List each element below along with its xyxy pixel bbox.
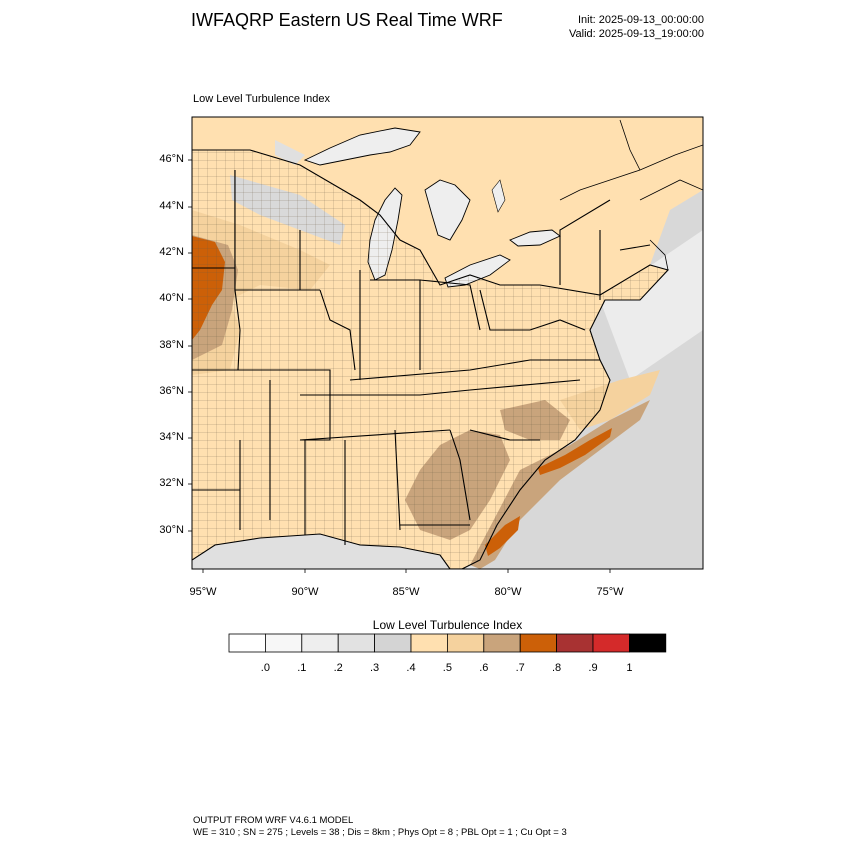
colorbar-box (556, 633, 594, 653)
colorbar-box (301, 633, 339, 653)
lat-label-34: 34°N (159, 431, 184, 443)
colorbar-box (374, 633, 412, 653)
colorbar-label: .5 (442, 662, 452, 674)
colorbar-label: .3 (370, 662, 380, 674)
lat-ticks (188, 159, 192, 532)
colorbar (228, 633, 667, 653)
lake-superior (303, 127, 421, 166)
lon-label-80: 80°W (494, 586, 522, 598)
lat-label-44: 44°N (159, 200, 184, 212)
gulf-water (192, 534, 450, 569)
lon-label-90: 90°W (291, 586, 319, 598)
lat-label-32: 32°N (159, 477, 184, 489)
county-boundaries (192, 150, 668, 569)
state-boundaries (192, 149, 670, 569)
colorbar-box (337, 633, 375, 653)
lat-label-46: 46°N (159, 153, 184, 165)
lon-label-75: 75°W (596, 586, 624, 598)
canada-boundaries (559, 119, 703, 271)
colorbar-label: .8 (552, 662, 562, 674)
colorbar-box (410, 633, 448, 653)
plot-title: Low Level Turbulence Index (193, 93, 330, 105)
colorbar-box (628, 633, 667, 653)
colorbar-box (519, 633, 558, 653)
figure-title: IWFAQRP Eastern US Real Time WRF (191, 10, 503, 30)
lake-huron (424, 179, 471, 241)
shade-gray-north (275, 140, 305, 165)
ocean-light (600, 230, 703, 380)
lat-label-36: 36°N (159, 385, 184, 397)
map-frame (191, 116, 704, 570)
shade-offshore-orange-north (538, 428, 612, 475)
shade-offshore-orange-south (485, 516, 520, 556)
lat-label-30: 30°N (159, 524, 184, 536)
model-footer: OUTPUT FROM WRF V4.6.1 MODEL WE = 310 ; … (193, 815, 567, 839)
colorbar-label: .9 (588, 662, 598, 674)
init-time: Init: 2025-09-13_00:00:00 (578, 14, 704, 26)
colorbar-box (446, 633, 485, 653)
colorbar-label: .6 (479, 662, 489, 674)
colorbar-label: .7 (515, 662, 525, 674)
lat-label-42: 42°N (159, 246, 184, 258)
colorbar-box (228, 633, 266, 653)
time-info: Init: 2025-09-13_00:00:00 Valid: 2025-09… (569, 13, 704, 41)
colorbar-label: 1 (626, 662, 633, 674)
colorbar-label: .2 (333, 662, 343, 674)
colorbar-box (592, 633, 630, 653)
valid-time: Valid: 2025-09-13_19:00:00 (569, 28, 704, 40)
lat-label-40: 40°N (159, 292, 184, 304)
colorbar-label: .4 (406, 662, 416, 674)
map-area (192, 117, 703, 569)
colorbar-title: Low Level Turbulence Index (372, 618, 523, 632)
footer-line-1: OUTPUT FROM WRF V4.6.1 MODEL (193, 815, 354, 826)
lon-label-95: 95°W (189, 586, 217, 598)
colorbar-box (265, 633, 303, 653)
lon-ticks (202, 569, 611, 573)
lon-label-85: 85°W (392, 586, 420, 598)
colorbar-box (483, 633, 521, 653)
footer-line-2: WE = 310 ; SN = 275 ; Levels = 38 ; Dis … (193, 827, 567, 838)
georgian-bay (491, 179, 506, 213)
colorbar-label: .1 (297, 662, 307, 674)
lat-label-38: 38°N (159, 339, 184, 351)
colorbar-label: .0 (260, 662, 270, 674)
